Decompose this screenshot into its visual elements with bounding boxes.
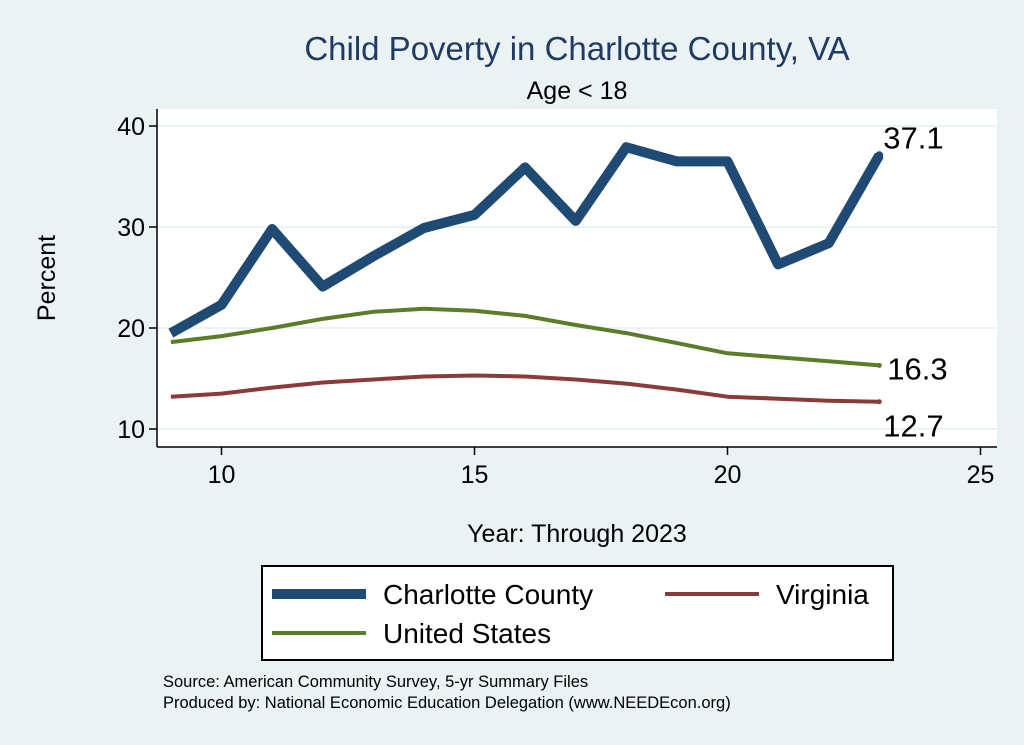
series-lines bbox=[168, 142, 884, 405]
chart-title: Child Poverty in Charlotte County, VA bbox=[304, 30, 849, 67]
x-tick-label: 20 bbox=[714, 461, 742, 489]
series-line-virginia bbox=[170, 373, 880, 404]
x-tick-label: 15 bbox=[461, 461, 489, 489]
legend-box bbox=[261, 565, 894, 661]
legend-label-virginia: Virginia bbox=[776, 579, 869, 610]
gridlines bbox=[157, 125, 997, 430]
chart-subtitle: Age < 18 bbox=[527, 77, 628, 105]
y-axis-title: Percent bbox=[33, 235, 61, 321]
series-end-marker bbox=[876, 399, 882, 405]
source-note: Source: American Community Survey, 5-yr … bbox=[163, 673, 588, 691]
end-label-virginia: 12.7 bbox=[883, 409, 943, 444]
x-tick-label: 10 bbox=[208, 461, 236, 489]
y-tick-label: 10 bbox=[117, 416, 145, 444]
x-axis-title: Year: Through 2023 bbox=[467, 520, 687, 548]
plot-area bbox=[157, 109, 997, 447]
series-line-charlotte-county bbox=[168, 142, 884, 338]
legend-label-united-states: United States bbox=[383, 618, 551, 649]
axes: 10 20 30 40 10 15 20 25 bbox=[117, 109, 997, 489]
legend-label-charlotte-county: Charlotte County bbox=[383, 579, 593, 610]
series-end-marker bbox=[876, 362, 882, 368]
y-tick-label: 30 bbox=[117, 214, 145, 242]
x-tick-label: 25 bbox=[967, 461, 995, 489]
end-label-charlotte-county: 37.1 bbox=[883, 120, 943, 155]
end-labels: 37.1 12.7 16.3 bbox=[883, 120, 947, 443]
produced-by-note: Produced by: National Economic Education… bbox=[163, 694, 731, 712]
y-tick-label: 20 bbox=[117, 315, 145, 343]
series-line-united-states bbox=[170, 306, 880, 368]
end-label-united-states: 16.3 bbox=[887, 351, 947, 386]
legend: Charlotte County Virginia United States bbox=[261, 565, 894, 661]
y-tick-label: 40 bbox=[117, 113, 145, 141]
series-end-marker bbox=[875, 151, 884, 160]
